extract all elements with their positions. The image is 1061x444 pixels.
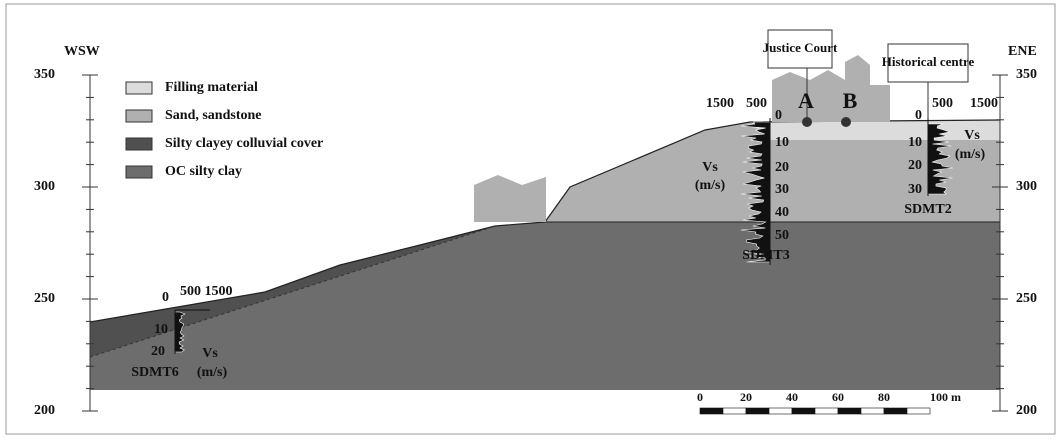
legend-swatch	[125, 137, 153, 151]
vs-tick: 500	[932, 96, 953, 111]
depth-label: 20	[775, 160, 789, 175]
scale-segment	[837, 407, 862, 415]
point	[802, 117, 812, 127]
legend-swatch	[125, 109, 153, 123]
vs-label: (m/s)	[695, 178, 726, 193]
vs-tick: 500	[746, 96, 767, 111]
depth-label: 10	[154, 322, 168, 337]
y-tick-label: 300	[1016, 179, 1037, 194]
point	[841, 117, 851, 127]
vs-label: (m/s)	[955, 147, 986, 162]
depth-label: 50	[775, 228, 789, 243]
vs-profile	[174, 311, 186, 353]
vs-label: Vs	[202, 346, 218, 361]
depth-label: 10	[908, 135, 922, 150]
scale-segment	[699, 407, 724, 415]
vs-label: (m/s)	[197, 365, 228, 380]
scale-segment	[791, 407, 816, 415]
ground-surface	[89, 119, 1001, 323]
scale-segment	[860, 407, 885, 415]
y-tick-label: 350	[34, 67, 55, 82]
legend-label: Silty clayey colluvial cover	[165, 136, 323, 151]
depth-label: 30	[775, 182, 789, 197]
y-tick-label: 300	[34, 179, 55, 194]
vs-label: Vs	[702, 160, 718, 175]
scale-segment	[814, 407, 839, 415]
y-tick-label: 250	[1016, 291, 1037, 306]
scale-label: 40	[786, 390, 798, 404]
y-tick-label: 350	[1016, 67, 1037, 82]
vs-tick: 1500	[970, 96, 998, 111]
axis-label: ENE	[1008, 44, 1037, 59]
label-box	[887, 43, 969, 83]
profile-name: SDMT3	[742, 248, 789, 263]
scale-segment	[883, 407, 908, 415]
vs-tick: 1500	[706, 96, 734, 111]
legend-swatch	[125, 165, 153, 179]
vs-label: Vs	[964, 128, 980, 143]
legend-label: OC silty clay	[165, 164, 242, 179]
scale-segment	[722, 407, 747, 415]
vs-profile	[927, 123, 954, 195]
vs-tick: 0	[162, 290, 169, 305]
scale-segment	[745, 407, 770, 415]
point-label: A	[798, 88, 814, 113]
depth-label: 20	[908, 158, 922, 173]
profile-name: SDMT6	[131, 365, 178, 380]
colluvial-boundary	[89, 225, 496, 358]
depth-label: 0	[775, 108, 782, 123]
vs-profile	[740, 121, 771, 263]
building	[474, 175, 546, 222]
vs-tick: 500 1500	[180, 284, 233, 299]
legend-label: Filling material	[165, 80, 258, 95]
building-label: Justice Court	[763, 40, 838, 55]
scale-label: 60	[832, 390, 844, 404]
scale-segment	[768, 407, 793, 415]
scale-label: 0	[697, 390, 703, 404]
building	[772, 55, 890, 122]
y-tick-label: 250	[34, 291, 55, 306]
label-box	[767, 29, 833, 69]
scale-label: 20	[740, 390, 752, 404]
legend-swatch	[125, 81, 153, 95]
legend-label: Sand, sandstone	[165, 108, 262, 123]
depth-label: 0	[915, 108, 922, 123]
axis-label: WSW	[64, 44, 100, 59]
sand-sandstone	[545, 120, 1000, 222]
profile-name: SDMT2	[904, 202, 951, 217]
y-tick-label: 200	[1016, 403, 1037, 418]
depth-label: 30	[908, 182, 922, 197]
depth-label: 10	[775, 135, 789, 150]
scale-label: 100 m	[930, 390, 961, 404]
scale-label: 80	[878, 390, 890, 404]
depth-label: 40	[775, 205, 789, 220]
point-label: B	[843, 88, 858, 113]
oc-silty-clay	[90, 222, 1000, 390]
scale-segment	[906, 407, 931, 415]
building-label: Historical centre	[882, 54, 975, 69]
y-tick-label: 200	[34, 403, 55, 418]
depth-label: 20	[151, 344, 165, 359]
